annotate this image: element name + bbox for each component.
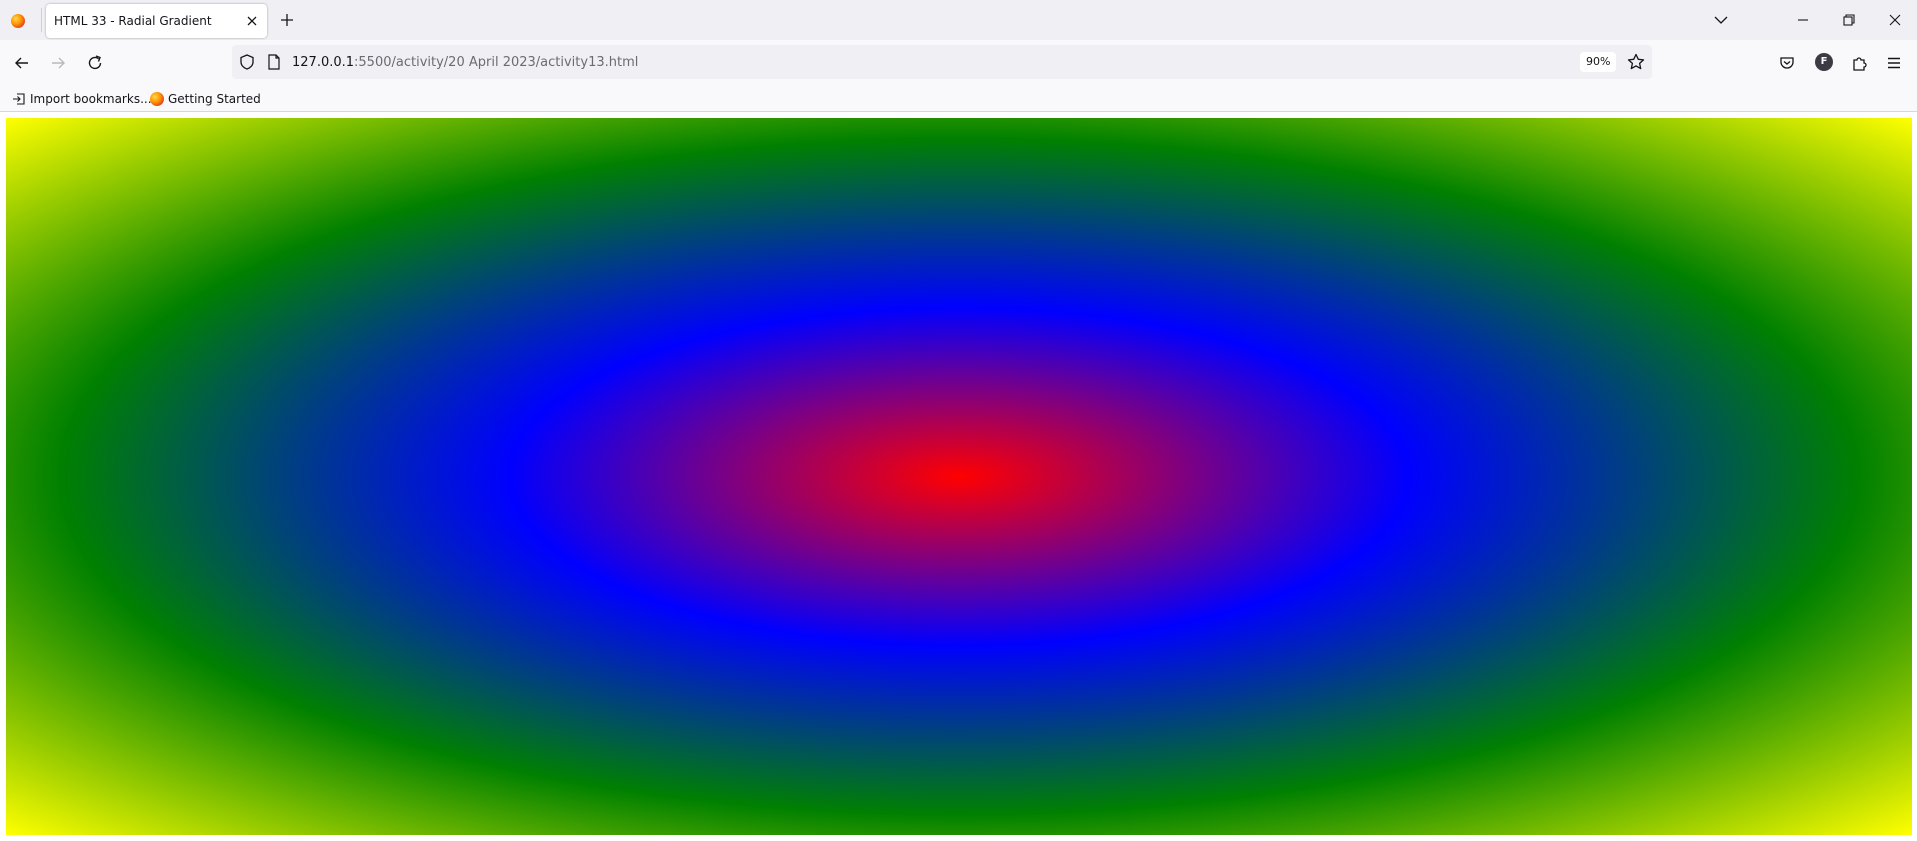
url-path: :5500/activity/20 April 2023/activity13.…: [354, 55, 639, 70]
tracking-protection-shield-icon[interactable]: [238, 53, 256, 71]
bookmark-import[interactable]: Import bookmarks...: [12, 90, 152, 108]
page-info-icon[interactable]: [266, 53, 282, 71]
bookmark-label: Getting Started: [168, 92, 261, 106]
radial-gradient-box: [6, 118, 1912, 835]
zoom-level-badge[interactable]: 90%: [1580, 52, 1617, 72]
url-host: 127.0.0.1: [292, 55, 355, 70]
hamburger-menu-icon[interactable]: [1884, 53, 1904, 73]
close-tab-icon[interactable]: [243, 12, 261, 30]
url-text[interactable]: 127.0.0.1:5500/activity/20 April 2023/ac…: [292, 55, 638, 70]
bookmarks-toolbar: Import bookmarks... Getting Started: [0, 86, 1917, 112]
bookmark-star-icon[interactable]: [1626, 52, 1646, 72]
bookmark-getting-started[interactable]: Getting Started: [150, 90, 261, 108]
tab-strip: HTML 33 - Radial Gradient: [0, 0, 1917, 40]
restore-icon[interactable]: [1840, 11, 1858, 29]
pocket-icon[interactable]: [1777, 53, 1797, 73]
chevron-down-icon[interactable]: [1712, 11, 1730, 29]
tab-separator: [41, 8, 42, 32]
tab-title: HTML 33 - Radial Gradient: [54, 14, 212, 28]
firefox-logo-icon[interactable]: [11, 14, 25, 28]
tab-active[interactable]: HTML 33 - Radial Gradient: [46, 4, 267, 38]
page-content: [0, 112, 1917, 841]
new-tab-plus-icon[interactable]: [278, 11, 296, 29]
reload-icon[interactable]: [85, 53, 105, 73]
account-avatar[interactable]: F: [1815, 53, 1833, 71]
minimize-icon[interactable]: [1794, 11, 1812, 29]
bookmark-label: Import bookmarks...: [30, 92, 152, 106]
import-icon: [12, 92, 26, 106]
close-window-icon[interactable]: [1886, 11, 1904, 29]
address-bar[interactable]: 127.0.0.1:5500/activity/20 April 2023/ac…: [232, 45, 1652, 79]
firefox-logo-icon: [150, 92, 164, 106]
forward-arrow-icon[interactable]: [48, 53, 68, 73]
extensions-puzzle-icon[interactable]: [1850, 53, 1870, 73]
back-arrow-icon[interactable]: [12, 53, 32, 73]
navigation-toolbar: 127.0.0.1:5500/activity/20 April 2023/ac…: [0, 40, 1917, 86]
